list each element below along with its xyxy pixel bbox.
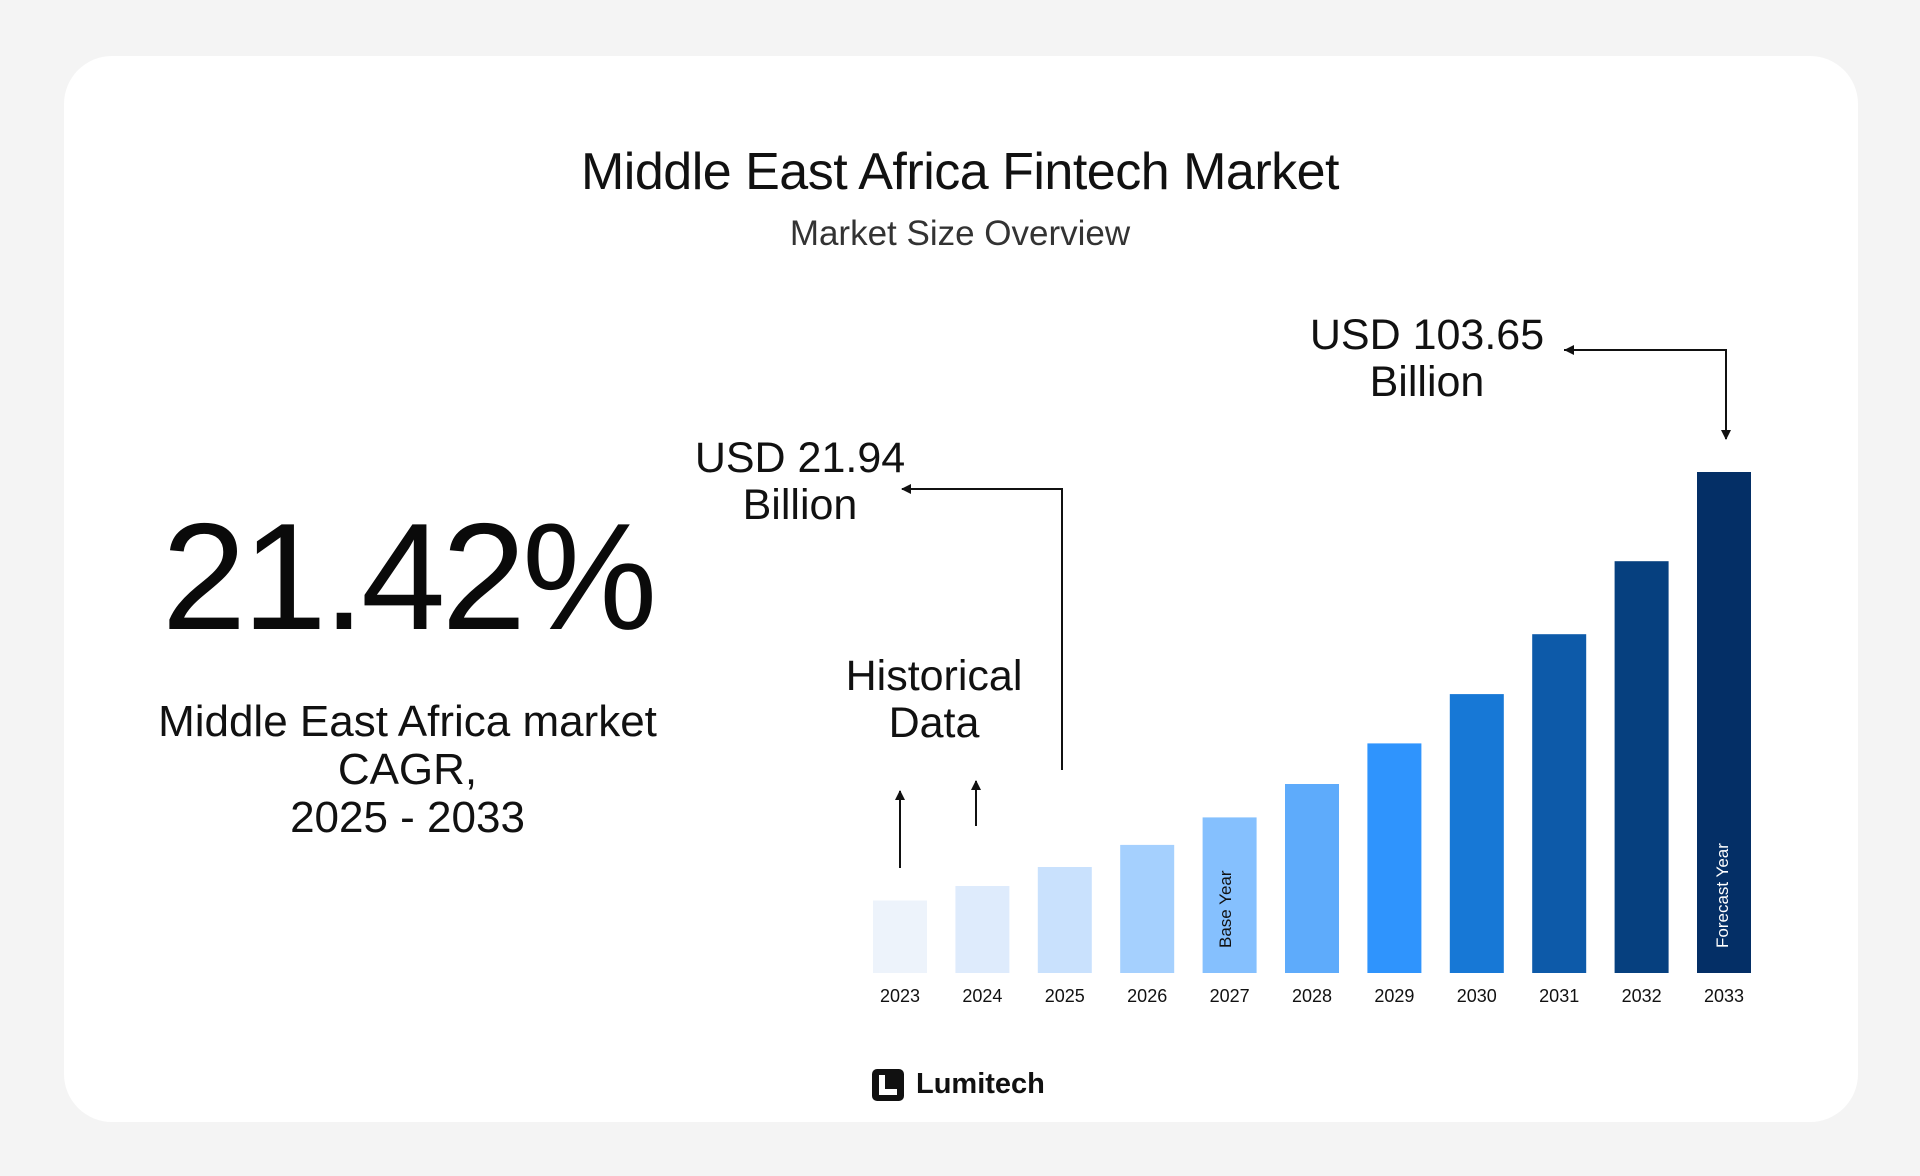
bar-2023 — [873, 900, 927, 973]
start-value-label-line1: USD 21.94 — [695, 434, 905, 482]
x-tick-2026: 2026 — [1127, 986, 1167, 1006]
end-value-arrow — [1564, 349, 1727, 438]
bar-2030 — [1449, 694, 1504, 973]
bar-2027 — [1202, 817, 1257, 973]
bars-group — [873, 472, 1751, 973]
cagr-caption-line2: CAGR, — [337, 745, 478, 794]
page-subtitle: Market Size Overview — [789, 214, 1131, 253]
bar-2026 — [1120, 844, 1175, 973]
x-tick-2032: 2032 — [1622, 986, 1662, 1006]
x-tick-2031: 2031 — [1539, 986, 1579, 1006]
bar-2028 — [1285, 784, 1339, 973]
cagr-value: 21.42% — [161, 492, 658, 662]
cagr-caption-line3: 2025 - 2033 — [290, 793, 525, 842]
bar-2029 — [1367, 743, 1422, 973]
brand: Lumitech — [872, 1068, 1045, 1101]
x-tick-2028: 2028 — [1292, 986, 1332, 1006]
x-tick-2030: 2030 — [1457, 986, 1497, 1006]
bar-2024 — [955, 886, 1010, 973]
historical-label-line2: Data — [889, 699, 980, 747]
bar-2032 — [1614, 561, 1669, 973]
annotation-arrows — [895, 345, 1731, 868]
x-tick-2029: 2029 — [1374, 986, 1414, 1006]
cagr-caption: Middle East Africa market CAGR, 2025 - 2… — [100, 698, 715, 842]
page-title: Middle East Africa Fintech Market — [580, 143, 1340, 201]
x-tick-labels: 2023 2024 2025 2026 2027 2028 2029 2030 2031 2032… — [880, 986, 1744, 1006]
start-value-label-line2: Billion — [743, 481, 858, 529]
base-year-label: Base Year — [1216, 870, 1235, 948]
x-tick-2025: 2025 — [1045, 986, 1085, 1006]
x-tick-2027: 2027 — [1210, 986, 1250, 1006]
x-tick-2023: 2023 — [880, 986, 920, 1006]
bar-2025 — [1037, 867, 1092, 973]
bar-2033 — [1697, 472, 1751, 973]
end-value-label-line1: USD 103.65 — [1310, 311, 1544, 359]
cagr-caption-line1: Middle East Africa market — [158, 697, 657, 746]
x-tick-2024: 2024 — [962, 986, 1002, 1006]
brand-name: Lumitech — [916, 1068, 1045, 1100]
bar-2031 — [1532, 634, 1587, 973]
end-value-label-line2: Billion — [1370, 358, 1485, 406]
x-tick-2033: 2033 — [1704, 986, 1744, 1006]
historical-label-line1: Historical — [846, 652, 1023, 700]
lumitech-logo-icon — [872, 1068, 904, 1101]
forecast-year-label: Forecast Year — [1713, 843, 1732, 948]
start-value-arrow — [901, 484, 1063, 770]
